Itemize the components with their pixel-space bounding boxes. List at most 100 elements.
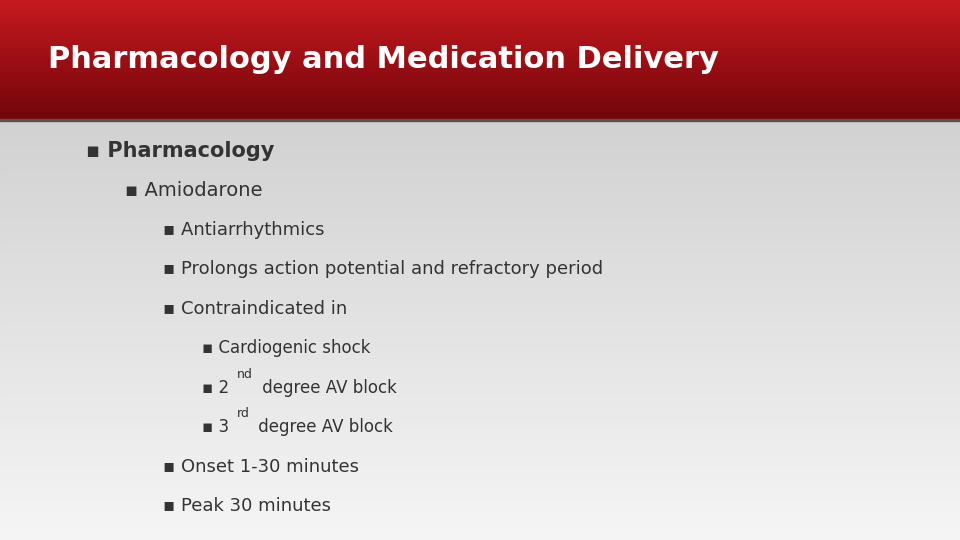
Bar [0,38,960,40]
Bar [0,324,960,329]
Bar [0,51,960,53]
Bar [0,400,960,405]
Bar [0,12,960,14]
Bar [0,9,960,11]
Bar [0,98,960,100]
Bar [0,168,960,173]
Bar [0,24,960,26]
Bar [0,17,960,19]
Bar [0,28,960,30]
Bar [0,100,960,102]
Text: nd: nd [236,368,252,381]
Bar [0,126,960,131]
Bar [0,476,960,481]
Bar [0,63,960,65]
Text: ▪ Contraindicated in: ▪ Contraindicated in [163,300,348,318]
Bar [0,101,960,103]
Bar [0,31,960,33]
Bar [0,59,960,62]
Bar [0,122,960,127]
Bar [0,4,960,6]
Bar [0,392,960,397]
Text: ▪ 3: ▪ 3 [202,418,228,436]
Bar [0,492,960,498]
Bar [0,42,960,44]
Bar [0,514,960,519]
Bar [0,366,960,372]
Bar [0,1,960,4]
Bar [0,76,960,78]
Bar [0,46,960,49]
Bar [0,185,960,191]
Bar [0,50,960,52]
Bar [0,295,960,300]
Bar [0,130,960,136]
Bar [0,274,960,279]
Bar [0,307,960,313]
Bar [0,86,960,88]
Bar [0,95,960,97]
Bar [0,116,960,118]
Bar [0,29,960,31]
Bar [0,84,960,87]
Bar [0,172,960,178]
Bar [0,299,960,304]
Bar [0,96,960,99]
Text: ▪ Cardiogenic shock: ▪ Cardiogenic shock [202,339,371,357]
Bar [0,421,960,426]
Bar [0,408,960,414]
Bar [0,60,960,63]
Bar [0,32,960,35]
Bar [0,5,960,7]
Bar [0,286,960,292]
Bar [0,459,960,464]
Text: ▪ 2: ▪ 2 [202,379,228,397]
Bar [0,99,960,101]
Bar [0,509,960,515]
Bar [0,181,960,186]
Bar [0,13,960,16]
Bar [0,106,960,108]
Bar [0,111,960,113]
Bar [0,227,960,233]
Bar [0,269,960,275]
Text: ▪ Pharmacology: ▪ Pharmacology [86,141,275,161]
Bar [0,156,960,161]
Bar [0,312,960,317]
Bar [0,202,960,207]
Bar [0,26,960,29]
Bar [0,117,960,119]
Bar [0,484,960,489]
Bar [0,164,960,170]
Text: Pharmacology and Medication Delivery: Pharmacology and Medication Delivery [48,45,719,74]
Bar [0,505,960,510]
Bar [0,66,960,69]
Bar [0,518,960,523]
Bar [0,16,960,18]
Bar [0,463,960,468]
Bar [0,68,960,70]
Text: rd: rd [236,407,250,420]
Bar [0,105,960,107]
Bar [0,291,960,296]
Bar [0,82,960,84]
Text: ▪ Amiodarone: ▪ Amiodarone [125,181,262,200]
Bar [0,177,960,182]
Bar [0,55,960,57]
Bar [0,362,960,367]
Bar [0,58,960,60]
Bar [0,341,960,346]
Bar [0,446,960,451]
Bar [0,45,960,48]
Bar [0,107,960,109]
Bar [0,387,960,393]
Bar [0,78,960,81]
Bar [0,139,960,144]
Bar [0,40,960,43]
Bar [0,396,960,401]
Bar [0,90,960,93]
Bar [0,52,960,55]
Bar [0,92,960,94]
Bar [0,112,960,114]
Bar [0,223,960,228]
